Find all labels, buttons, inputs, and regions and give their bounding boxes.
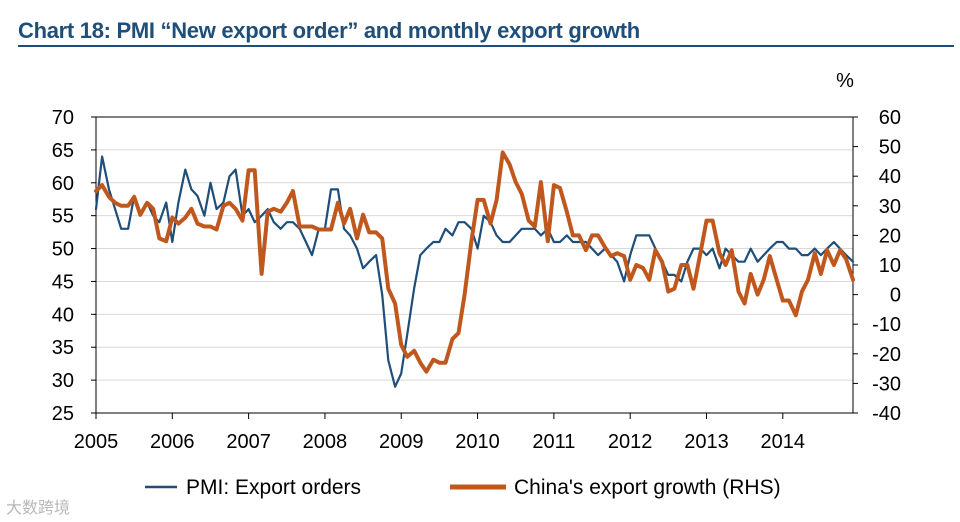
- right-tick-label: -40: [872, 403, 901, 425]
- left-tick-label: 50: [52, 239, 74, 261]
- left-tick-label: 45: [52, 271, 74, 293]
- right-tick-label: 60: [879, 107, 901, 129]
- right-tick-label: -10: [872, 314, 901, 336]
- chart-title: Chart 18: PMI “New export order” and mon…: [18, 18, 640, 43]
- left-tick-label: 55: [52, 206, 74, 228]
- right-tick-label: 20: [879, 225, 901, 247]
- right-tick-label: 50: [879, 137, 901, 159]
- x-tick-label: 2010: [455, 431, 500, 453]
- right-axis-unit-label: %: [836, 70, 854, 92]
- x-tick-label: 2007: [226, 431, 271, 453]
- x-tick-label: 2012: [608, 431, 653, 453]
- right-tick-label: 40: [879, 166, 901, 188]
- left-tick-label: 65: [52, 140, 74, 162]
- legend-export-label: China's export growth (RHS): [514, 476, 781, 499]
- x-tick-label: 2014: [761, 431, 806, 453]
- left-tick-label: 30: [52, 370, 74, 392]
- left-tick-label: 70: [52, 107, 74, 129]
- right-axis: -40 -30 -20 -10 0 10 20 30 40 50 60: [853, 107, 901, 425]
- plot-frame: [95, 116, 854, 414]
- legend-pmi-label: PMI: Export orders: [186, 476, 361, 499]
- watermark: 大数跨境: [6, 498, 71, 517]
- x-tick-label: 2013: [684, 431, 729, 453]
- title-underline: [18, 45, 954, 47]
- right-tick-label: -20: [872, 344, 901, 366]
- x-tick-label: 2006: [150, 431, 195, 453]
- export-growth-line: [94, 150, 855, 374]
- x-tick-label: 2009: [379, 431, 424, 453]
- pmi-export-orders-line: [94, 155, 855, 388]
- left-axis: 25 30 35 40 45 50 55 60 65 70: [52, 107, 96, 425]
- right-tick-label: -30: [872, 373, 901, 395]
- legend: PMI: Export orders China's export growth…: [145, 476, 781, 499]
- x-tick-label: 2008: [303, 431, 348, 453]
- left-tick-label: 60: [52, 173, 74, 195]
- x-axis: 2005 2006 2007 2008 2009 2010 2011 2012 2013 2014: [74, 413, 805, 453]
- right-tick-label: 0: [890, 285, 901, 307]
- left-tick-label: 35: [52, 337, 74, 359]
- left-tick-label: 40: [52, 304, 74, 326]
- left-tick-label: 25: [52, 403, 74, 425]
- x-tick-label: 2011: [532, 431, 575, 453]
- right-tick-label: 30: [879, 196, 901, 218]
- x-tick-label: 2005: [74, 431, 119, 453]
- right-tick-label: 10: [879, 255, 901, 277]
